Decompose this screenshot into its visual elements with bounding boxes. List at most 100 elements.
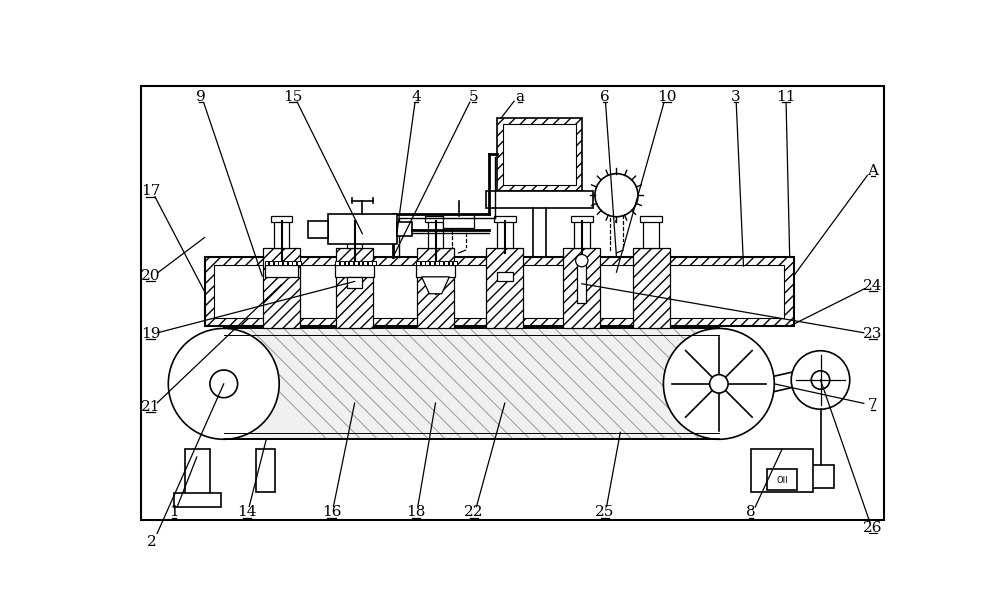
Text: 10: 10 xyxy=(657,89,676,104)
Circle shape xyxy=(576,254,588,267)
Bar xyxy=(633,248,670,328)
Bar xyxy=(271,216,292,222)
Circle shape xyxy=(791,351,850,409)
Bar xyxy=(344,216,365,222)
Bar xyxy=(486,191,593,208)
Text: 26: 26 xyxy=(863,521,883,535)
Bar xyxy=(363,260,367,265)
Text: OII: OII xyxy=(776,476,788,485)
Bar xyxy=(497,272,512,281)
Text: 17: 17 xyxy=(141,184,160,199)
Text: 25: 25 xyxy=(595,505,615,520)
Bar xyxy=(347,221,362,248)
Text: 4: 4 xyxy=(411,89,421,104)
Bar xyxy=(214,265,784,319)
Bar xyxy=(439,260,443,265)
Bar xyxy=(292,260,296,265)
Text: 24: 24 xyxy=(863,279,883,293)
Bar xyxy=(269,260,273,265)
Bar xyxy=(430,260,434,265)
Bar xyxy=(807,464,834,488)
Bar xyxy=(224,328,719,439)
Polygon shape xyxy=(422,277,449,294)
Bar xyxy=(497,118,582,191)
Bar xyxy=(358,260,362,265)
Text: 5: 5 xyxy=(469,89,479,104)
Bar xyxy=(503,124,576,185)
Circle shape xyxy=(811,371,830,389)
Text: 6: 6 xyxy=(600,89,610,104)
Bar xyxy=(416,265,455,277)
Bar xyxy=(349,260,353,265)
Text: A: A xyxy=(867,164,878,178)
Text: 14: 14 xyxy=(237,505,257,520)
Bar xyxy=(174,493,221,507)
Text: 8: 8 xyxy=(746,505,756,520)
Text: 7: 7 xyxy=(868,398,878,412)
Bar xyxy=(397,222,412,236)
Text: 18: 18 xyxy=(407,505,426,520)
Bar xyxy=(443,214,474,229)
Bar xyxy=(425,216,446,222)
Bar xyxy=(335,260,339,265)
Bar xyxy=(453,260,457,265)
Text: 19: 19 xyxy=(141,327,160,341)
Text: 23: 23 xyxy=(863,327,883,341)
Bar xyxy=(486,248,523,328)
Bar xyxy=(185,449,210,499)
Bar xyxy=(205,257,794,326)
Circle shape xyxy=(210,370,238,398)
Bar xyxy=(643,221,659,248)
Bar xyxy=(767,469,797,490)
Text: 1: 1 xyxy=(169,505,179,520)
Bar xyxy=(347,277,362,287)
Bar xyxy=(577,260,586,303)
Bar xyxy=(449,260,452,265)
Bar xyxy=(340,260,344,265)
Text: 20: 20 xyxy=(141,269,160,283)
Text: 15: 15 xyxy=(283,89,303,104)
Bar xyxy=(354,260,358,265)
Bar xyxy=(328,214,397,244)
Bar xyxy=(751,449,813,491)
Bar xyxy=(336,248,373,328)
Text: 9: 9 xyxy=(196,89,206,104)
Bar xyxy=(428,221,443,248)
Bar xyxy=(372,260,376,265)
Bar xyxy=(494,216,516,222)
Circle shape xyxy=(663,328,774,439)
Text: 22: 22 xyxy=(464,505,484,520)
Text: 3: 3 xyxy=(731,89,741,104)
Bar xyxy=(563,248,600,328)
Bar xyxy=(345,260,348,265)
Text: 11: 11 xyxy=(776,89,796,104)
Text: a: a xyxy=(516,89,525,104)
Bar xyxy=(497,221,512,248)
Bar xyxy=(274,260,278,265)
Text: 16: 16 xyxy=(322,505,341,520)
Bar xyxy=(263,248,300,328)
Bar xyxy=(297,260,301,265)
Bar xyxy=(278,260,282,265)
Bar xyxy=(274,221,289,248)
Text: 2: 2 xyxy=(147,535,157,548)
Bar xyxy=(444,260,448,265)
Bar xyxy=(368,260,372,265)
Bar xyxy=(640,216,662,222)
Bar xyxy=(265,265,298,277)
Text: 21: 21 xyxy=(141,400,160,414)
Circle shape xyxy=(595,173,638,217)
Bar xyxy=(335,265,374,277)
Bar xyxy=(435,260,439,265)
Bar xyxy=(283,260,287,265)
Bar xyxy=(425,260,429,265)
Bar xyxy=(265,260,268,265)
Bar xyxy=(421,260,425,265)
Bar xyxy=(288,260,292,265)
Circle shape xyxy=(710,374,728,393)
Bar xyxy=(574,221,590,248)
Bar xyxy=(417,248,454,328)
Bar xyxy=(308,221,328,238)
Circle shape xyxy=(168,328,279,439)
Bar xyxy=(416,260,420,265)
